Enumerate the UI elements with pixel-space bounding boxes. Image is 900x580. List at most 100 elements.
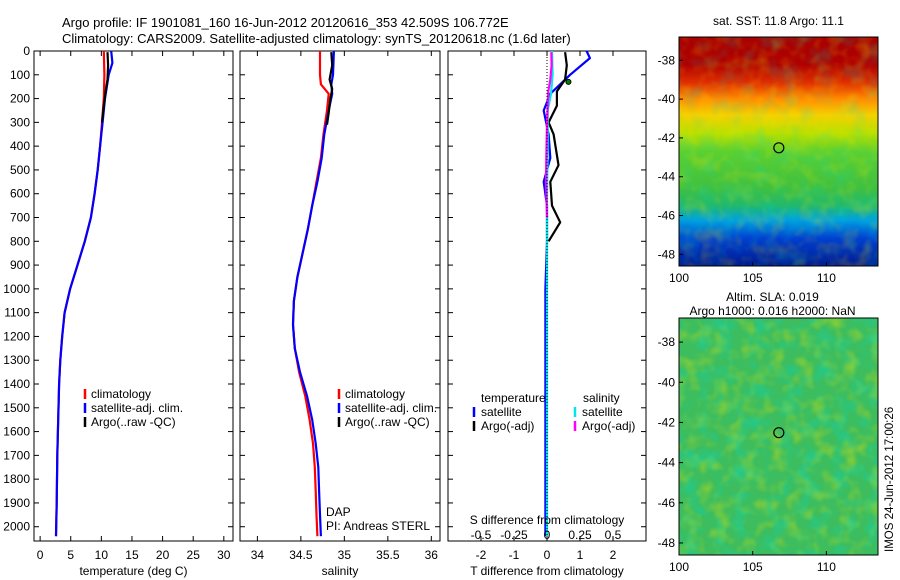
x-tick-label: 34 (251, 548, 265, 562)
sst-texture-2 (679, 37, 878, 266)
y-tick-label: -40 (658, 375, 676, 389)
x-tick-label: 30 (217, 548, 231, 562)
x-tick-label: 36 (425, 548, 439, 562)
x-tick-label: 105 (743, 271, 763, 285)
legend-label: satellite-adj. clim. (345, 401, 437, 415)
sla-map-panel: 100 105 110 -38 -40 -42 -44 -46 -48 Altim. SLA: 0… (658, 290, 879, 574)
y-tick-label: -38 (658, 335, 676, 349)
y-tick-label: -40 (658, 92, 676, 106)
s-axis-label: S difference from climatology (470, 513, 625, 527)
y-tick-label: -44 (658, 456, 676, 470)
salinity-panel: 34 34.5 35 35.5 36 salinity climatologysatelli… (239, 50, 441, 578)
y-tick-label: -48 (658, 247, 676, 261)
x-tick-label: 1 (577, 548, 584, 562)
y-tick-label: 1200 (3, 329, 30, 343)
y-tick-label: 200 (10, 92, 30, 106)
x-tick-label: 2 (610, 548, 617, 562)
series-line (54, 50, 106, 537)
y-tick-label: -42 (658, 415, 676, 429)
x-tick-label: 105 (743, 560, 763, 574)
map-frame (678, 317, 879, 556)
x-tick-label: 34.5 (289, 548, 313, 562)
y-tick-label: 500 (10, 163, 30, 177)
y-tick-label: 1500 (3, 401, 30, 415)
s-tick-label: -0.5 (471, 528, 492, 542)
y-tick-label: 1400 (3, 377, 30, 391)
y-tick-label: -38 (658, 53, 676, 67)
s-tick-label: 0.5 (605, 528, 622, 542)
legend-label: Argo(-adj) (481, 419, 534, 433)
y-tick-label: 900 (10, 258, 30, 272)
legend-title-salinity: salinity (583, 391, 620, 405)
temperature-panel: 0 5 10 15 20 25 300100200300400500600700800900… (3, 44, 234, 578)
map-title: Altim. SLA: 0.019 (726, 290, 819, 304)
map-frame (678, 36, 879, 267)
x-tick-label: 0 (544, 548, 551, 562)
x-tick-label: 110 (817, 560, 836, 574)
timestamp-stamp: IMOS 24-Jun-2012 17:00:26 (884, 407, 896, 552)
y-tick-label: 700 (10, 211, 30, 225)
map-subtitle: Argo h1000: 0.016 h2000: NaN (689, 304, 855, 318)
series-line (54, 50, 114, 537)
pi-annotation: PI: Andreas STERL (326, 519, 430, 533)
y-tick-label: 2000 (3, 520, 30, 534)
difference-panel: -2 -1 0 1 2 T difference from climatology S di… (447, 50, 647, 578)
y-tick-label: 100 (10, 68, 30, 82)
x-tick-label: 110 (817, 271, 836, 285)
legend-label: satellite (582, 405, 623, 419)
y-tick-label: 1100 (4, 306, 30, 320)
argo-location-marker (773, 427, 785, 439)
y-tick-label: 1700 (3, 448, 30, 462)
y-tick-label: -46 (658, 209, 676, 223)
series-line (545, 50, 554, 537)
y-tick-label: -48 (658, 536, 676, 550)
legend-label: climatology (91, 387, 151, 401)
legend-label: climatology (345, 387, 405, 401)
plot-frame (239, 50, 441, 542)
dap-annotation: DAP (326, 505, 351, 519)
x-tick-label: 0 (37, 548, 44, 562)
series-line (325, 52, 334, 125)
legend-title-temperature: temperature (481, 391, 546, 405)
x-tick-label: 25 (187, 548, 201, 562)
series-line (542, 50, 592, 537)
y-tick-label: -46 (658, 496, 676, 510)
y-tick-label: 1300 (3, 353, 30, 367)
x-tick-label: 5 (67, 548, 74, 562)
s-tick-label: -0.25 (500, 528, 528, 542)
series-line (100, 52, 110, 123)
map-title: sat. SST: 11.8 Argo: 11.1 (713, 14, 844, 28)
sst-map-panel: 100 105 110 -38 -40 -42 -44 -46 -48 sat. SST: 11.… (658, 14, 879, 285)
series-line (547, 52, 568, 242)
x-tick-label: 35.5 (376, 548, 400, 562)
x-tick-label: 100 (669, 560, 689, 574)
x-axis-label: T difference from climatology (470, 564, 624, 578)
x-tick-label: 35 (338, 548, 352, 562)
y-tick-label: 1900 (3, 496, 30, 510)
y-tick-label: 0 (23, 44, 30, 58)
y-tick-label: 800 (10, 234, 30, 248)
y-tick-label: 1000 (3, 282, 30, 296)
y-tick-label: -42 (658, 131, 676, 145)
x-tick-label: -2 (476, 548, 487, 562)
legend-label: satellite-adj. clim. (91, 401, 183, 415)
surface-marker (565, 78, 572, 85)
y-tick-label: 600 (10, 187, 30, 201)
argo-location-marker (773, 142, 785, 154)
x-tick-label: 15 (125, 548, 139, 562)
legend-label: Argo(..raw -QC) (91, 415, 176, 429)
figure-title-line1: Argo profile: IF 1901081_160 16-Jun-2012… (62, 15, 509, 30)
sla-texture-2 (679, 318, 878, 555)
legend-label: Argo(-adj) (582, 419, 635, 433)
x-tick-label: 10 (95, 548, 109, 562)
y-tick-label: 400 (10, 139, 30, 153)
s-tick-label: 0 (544, 528, 551, 542)
y-tick-label: 1600 (3, 425, 30, 439)
legend-label: Argo(..raw -QC) (345, 415, 430, 429)
s-tick-label: 0.25 (568, 528, 592, 542)
y-tick-label: 300 (10, 115, 30, 129)
series-line (544, 52, 553, 218)
figure-title-line2: Climatology: CARS2009. Satellite-adjuste… (62, 31, 571, 46)
series-line (291, 51, 330, 537)
